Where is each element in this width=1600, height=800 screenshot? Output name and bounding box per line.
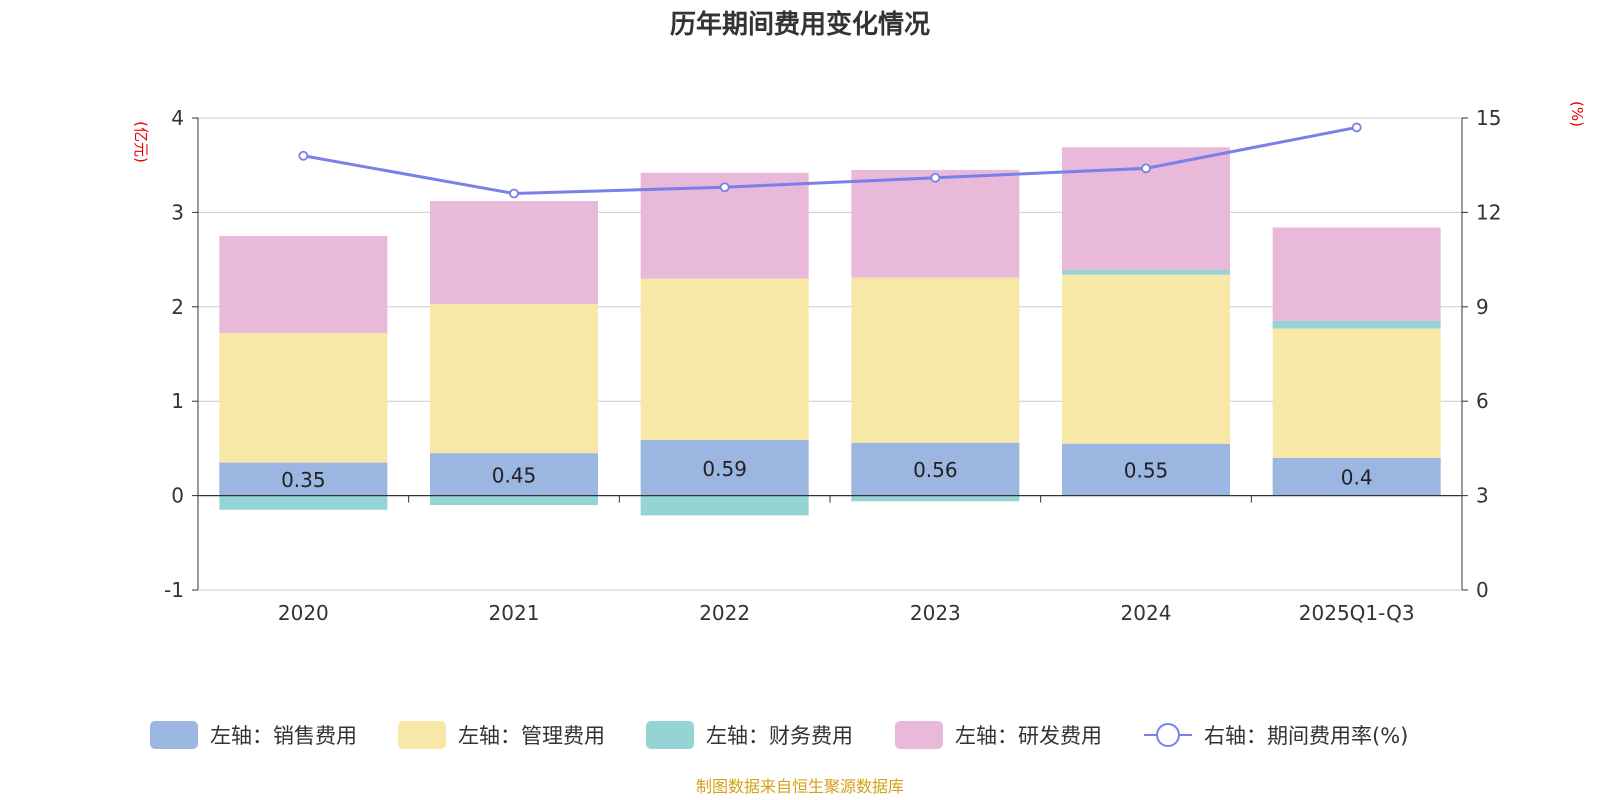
sales-value-label: 0.45 [492,463,537,487]
right-axis-tick-label: 9 [1476,295,1489,319]
legend: 左轴：销售费用 左轴：管理费用 左轴：财务费用 左轴：研发费用 右轴：期间费用率(%) [150,721,1408,749]
grid-lines [198,117,1462,591]
data-labels-layer: 0.35 0.45 0.59 0.56 0.55 0.4 [281,457,1373,492]
legend-swatch [646,721,694,749]
bar-segment [1272,320,1441,329]
rate-point [719,182,730,193]
legend-swatch [895,721,943,749]
legend-swatch [150,721,198,749]
bar-segment [851,169,1020,278]
bar-segment [1272,227,1441,321]
right-axis-unit: (%) [1568,101,1586,127]
bar-segment [430,303,598,454]
left-axis-tick-label: 4 [171,106,184,130]
bar-segment [430,453,598,496]
bar-segment [1062,443,1230,496]
bar-segment [430,201,598,304]
legend-swatch [398,721,446,749]
legend-label: 左轴：销售费用 [210,724,357,748]
category-label: 2023 [910,601,961,625]
bar-segment [640,278,809,440]
bar-segment [851,495,1020,502]
bar-segment [1062,269,1230,275]
legend-label: 右轴：期间费用率(%) [1204,724,1408,748]
bar-segment [430,495,598,506]
left-axis-tick-label: 0 [171,484,184,508]
bar-segment [219,495,388,510]
legend-circle-swatch [1156,723,1180,747]
rate-point [930,172,941,183]
bar-segment [640,495,809,516]
rate-point [1351,122,1362,133]
rate-point [298,150,309,161]
bar-segment [1272,457,1441,496]
right-axis-tick-label: 15 [1476,106,1501,130]
category-label: 2020 [278,601,329,625]
legend-label: 左轴：财务费用 [706,724,853,748]
right-axis-tick-label: 6 [1476,389,1489,413]
right-axis-tick-label: 0 [1476,578,1489,602]
category-label: 2021 [489,601,540,625]
sales-value-label: 0.4 [1341,466,1373,490]
rate-line [303,125,1357,196]
rate-line-layer [298,122,1362,199]
category-label: 2022 [699,601,750,625]
category-label: 2025Q1-Q3 [1299,601,1415,625]
bar-segment [1272,328,1441,458]
source-note: 制图数据来自恒生聚源数据库 [696,777,904,796]
bar-segment [219,462,388,496]
rate-point [509,188,519,199]
sales-value-label: 0.35 [281,468,326,492]
chart-title: 历年期间费用变化情况 [670,9,930,40]
bar-segment [851,442,1020,496]
sales-value-label: 0.59 [702,457,747,481]
bar-segment [640,439,809,496]
bar-segment [1062,274,1230,444]
bar-segment [219,333,388,463]
legend-label: 左轴：管理费用 [458,724,605,748]
category-label: 2024 [1121,601,1172,625]
bar-segment [851,277,1020,443]
left-axis-unit: (亿元) [132,121,150,163]
sales-value-label: 0.55 [1124,459,1169,483]
sales-value-label: 0.56 [913,458,958,482]
bars-layer [219,147,1441,516]
left-axis-tick-label: -1 [164,578,184,602]
left-axis-tick-label: 3 [171,200,184,224]
right-axis-tick-label: 12 [1476,200,1501,224]
legend-label: 左轴：研发费用 [955,724,1102,748]
left-axis-tick-label: 1 [171,389,184,413]
bar-segment [219,236,388,334]
rate-point [1141,163,1151,174]
left-axis-tick-label: 2 [171,295,184,319]
right-axis-tick-label: 3 [1476,484,1489,508]
